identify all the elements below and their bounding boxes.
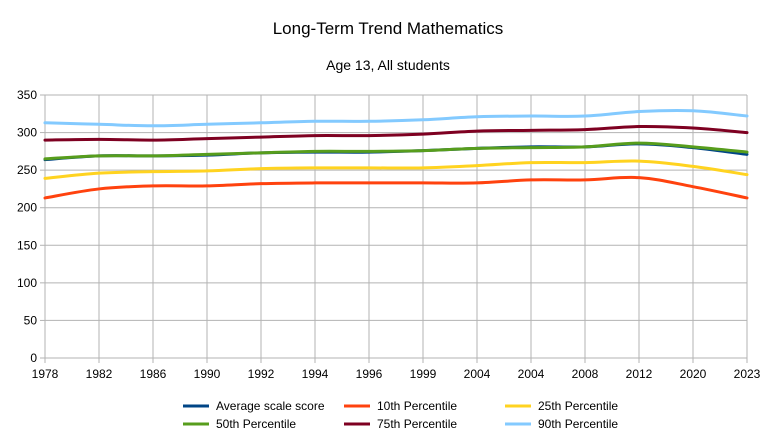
legend-label: 25th Percentile — [538, 399, 618, 413]
series-line-10th-percentile — [43, 175, 749, 200]
legend-item-average-scale-score: Average scale score — [183, 399, 325, 413]
y-tick-label: 0 — [30, 351, 37, 365]
legend-label: 50th Percentile — [216, 417, 296, 431]
x-tick-label: 1978 — [32, 367, 59, 381]
axes — [40, 94, 748, 363]
x-tick-label: 1992 — [248, 367, 275, 381]
legend-label: 75th Percentile — [377, 417, 457, 431]
x-tick-label: 1994 — [302, 367, 329, 381]
series-line-90th-percentile — [43, 108, 749, 128]
data-series — [43, 108, 749, 200]
series-line-75th-percentile — [43, 125, 749, 142]
x-tick-label: 2004 — [518, 367, 545, 381]
series-line-25th-percentile — [43, 159, 749, 180]
x-tick-label: 2008 — [572, 367, 599, 381]
y-tick-label: 350 — [17, 88, 37, 102]
x-tick-label: 1990 — [194, 367, 221, 381]
legend-item-10th-percentile: 10th Percentile — [344, 399, 457, 413]
y-axis-tick-labels: 0 50 100 150 200 250 300 350 — [17, 88, 37, 365]
legend: Average scale score 10th Percentile 25th P… — [183, 399, 618, 431]
chart-subtitle: Age 13, All students — [326, 57, 450, 73]
y-tick-label: 200 — [17, 201, 37, 215]
legend-item-75th-percentile: 75th Percentile — [344, 417, 457, 431]
series-line-50th-percentile — [43, 141, 749, 161]
y-tick-label: 150 — [17, 238, 37, 252]
y-tick-label: 50 — [24, 313, 38, 327]
x-tick-label: 1986 — [140, 367, 167, 381]
x-tick-label: 2023 — [734, 367, 761, 381]
legend-item-25th-percentile: 25th Percentile — [505, 399, 618, 413]
legend-label: 90th Percentile — [538, 417, 618, 431]
x-tick-label: 2012 — [626, 367, 653, 381]
x-tick-label: 1999 — [410, 367, 437, 381]
x-axis-tick-labels: 1978 1982 1986 1990 1992 1994 1996 1999 2004 2004… — [32, 367, 761, 381]
legend-label: Average scale score — [216, 399, 325, 413]
y-tick-label: 100 — [17, 276, 37, 290]
x-tick-label: 1996 — [356, 367, 383, 381]
legend-item-50th-percentile: 50th Percentile — [183, 417, 296, 431]
x-tick-label: 2020 — [680, 367, 707, 381]
y-tick-label: 250 — [17, 163, 37, 177]
chart-title: Long-Term Trend Mathematics — [273, 19, 504, 38]
x-tick-label: 1982 — [86, 367, 113, 381]
legend-item-90th-percentile: 90th Percentile — [505, 417, 618, 431]
y-tick-label: 300 — [17, 126, 37, 140]
x-tick-label: 2004 — [464, 367, 491, 381]
legend-label: 10th Percentile — [377, 399, 457, 413]
